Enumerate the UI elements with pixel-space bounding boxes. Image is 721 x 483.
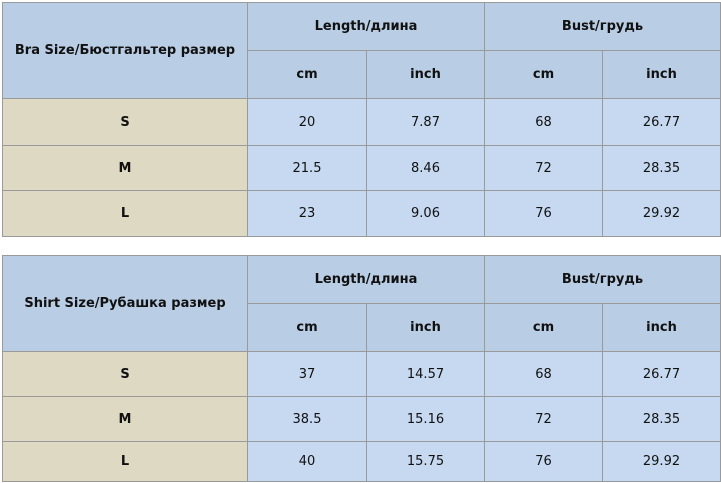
unit-header: inch <box>602 303 721 352</box>
size-label: S <box>2 98 248 146</box>
size-label: M <box>2 396 248 442</box>
measurement: 9.06 <box>366 190 485 237</box>
unit-header: cm <box>247 303 367 352</box>
size-label: S <box>2 351 248 397</box>
measurement: 26.77 <box>602 98 721 146</box>
size-label: L <box>2 190 248 237</box>
size-header: Shirt Size/Рубашка размер <box>2 255 248 352</box>
measurement: 68 <box>484 351 603 397</box>
group-header: Length/длина <box>247 255 485 304</box>
measurement: 76 <box>484 441 603 482</box>
size-header: Bra Size/Бюстгальтер размер <box>2 2 248 99</box>
measurement: 72 <box>484 145 603 191</box>
measurement: 15.75 <box>366 441 485 482</box>
measurement: 29.92 <box>602 441 721 482</box>
size-label: M <box>2 145 248 191</box>
measurement: 21.5 <box>247 145 367 191</box>
unit-header: cm <box>484 50 603 99</box>
measurement: 40 <box>247 441 367 482</box>
measurement: 38.5 <box>247 396 367 442</box>
measurement: 20 <box>247 98 367 146</box>
measurement: 72 <box>484 396 603 442</box>
measurement: 68 <box>484 98 603 146</box>
measurement: 15.16 <box>366 396 485 442</box>
unit-header: inch <box>602 50 721 99</box>
measurement: 28.35 <box>602 396 721 442</box>
unit-header: cm <box>484 303 603 352</box>
measurement: 7.87 <box>366 98 485 146</box>
unit-header: inch <box>366 50 485 99</box>
unit-header: cm <box>247 50 367 99</box>
size-label: L <box>2 441 248 482</box>
measurement: 8.46 <box>366 145 485 191</box>
measurement: 76 <box>484 190 603 237</box>
group-header: Bust/грудь <box>484 2 721 51</box>
measurement: 23 <box>247 190 367 237</box>
measurement: 26.77 <box>602 351 721 397</box>
measurement: 29.92 <box>602 190 721 237</box>
measurement: 37 <box>247 351 367 397</box>
group-header: Bust/грудь <box>484 255 721 304</box>
measurement: 14.57 <box>366 351 485 397</box>
unit-header: inch <box>366 303 485 352</box>
measurement: 28.35 <box>602 145 721 191</box>
group-header: Length/длина <box>247 2 485 51</box>
